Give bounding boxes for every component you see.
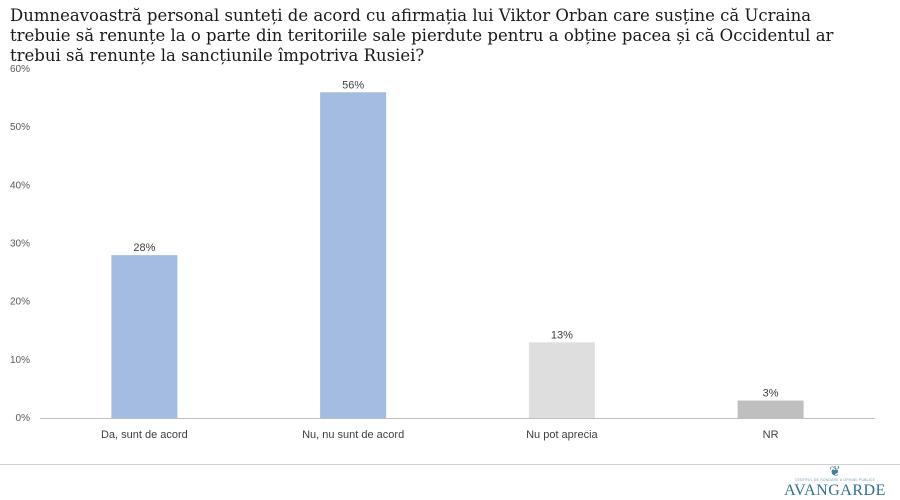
y-tick-label: 50% [10,122,30,133]
y-axis: 0% 10% 20% 30% 40% 50% 60% [10,64,30,424]
logo-mark-icon: ❦ [829,464,841,480]
bar [320,92,387,419]
bar [737,400,804,418]
data-label: 3% [763,388,779,400]
y-tick-label: 40% [10,180,30,191]
logo-tagline: CENTRUL DE SONDARE A OPINIEI PUBLICE [794,478,876,482]
data-label: 56% [342,79,364,91]
logo-wordmark: AVANGARDE [784,482,886,499]
y-tick-label: 10% [10,355,30,366]
bar [111,255,178,418]
bar [528,342,595,418]
y-tick-label: 20% [10,297,30,308]
y-tick-label: 0% [16,413,31,424]
bar-chart: 0% 10% 20% 30% 40% 50% 60% 28% 56% 13% 3% Da, sun… [10,64,875,441]
data-label: 28% [133,242,155,254]
avangarde-logo: ❦ CENTRUL DE SONDARE A OPINIEI PUBLICE A… [780,464,890,499]
x-tick-label: Nu, nu sunt de acord [302,429,404,441]
data-label: 13% [551,329,573,341]
y-tick-label: 30% [10,239,30,250]
x-tick-label: Nu pot aprecia [526,429,598,441]
footer-divider [0,464,900,465]
chart-title: Dumneavoastră personal sunteți de acord … [10,6,834,65]
x-tick-label: NR [763,429,779,441]
x-axis: Da, sunt de acord Nu, nu sunt de acord Nu … [101,429,779,441]
bars: 28% 56% 13% 3% [111,79,804,419]
y-tick-label: 60% [10,64,30,75]
x-tick-label: Da, sunt de acord [101,429,188,441]
